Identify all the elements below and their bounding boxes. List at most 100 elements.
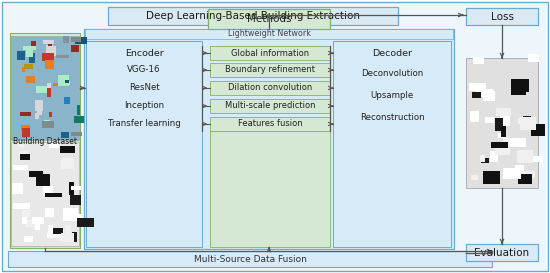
Bar — [29, 53, 35, 63]
Text: Methods: Methods — [247, 14, 292, 24]
Text: Decoder: Decoder — [372, 49, 412, 58]
Text: Building Dataset: Building Dataset — [13, 138, 77, 147]
Bar — [498, 133, 504, 138]
Bar — [503, 136, 510, 147]
Bar — [61, 158, 74, 169]
Bar — [75, 37, 87, 44]
Bar — [210, 99, 330, 113]
Bar — [72, 214, 82, 220]
Bar — [35, 221, 40, 230]
Bar — [10, 33, 80, 248]
Bar — [43, 40, 54, 44]
Bar — [13, 165, 28, 170]
Bar — [470, 111, 479, 122]
Bar — [11, 142, 79, 246]
Text: ResNet: ResNet — [129, 84, 160, 93]
Bar — [511, 79, 529, 92]
Bar — [67, 81, 70, 85]
Bar — [495, 148, 510, 155]
Bar — [491, 142, 508, 149]
Bar — [59, 237, 67, 241]
Bar — [471, 175, 478, 180]
Bar — [11, 36, 79, 140]
Bar — [496, 118, 503, 131]
Bar — [20, 112, 31, 116]
Text: Deep Learning-Based Building Extraction: Deep Learning-Based Building Extraction — [146, 11, 360, 21]
Bar — [503, 168, 521, 179]
Bar — [210, 131, 330, 247]
Bar — [485, 117, 494, 123]
Bar — [72, 232, 76, 242]
Bar — [21, 125, 30, 130]
Text: Dilation convolution: Dilation convolution — [228, 84, 312, 93]
Bar — [13, 203, 30, 209]
Bar — [466, 244, 538, 261]
Bar — [515, 165, 524, 178]
Bar — [64, 80, 69, 84]
Bar — [70, 195, 81, 205]
Bar — [23, 46, 36, 51]
Bar — [53, 83, 61, 86]
Bar — [518, 150, 534, 163]
Text: Global information: Global information — [231, 49, 309, 58]
Bar — [76, 218, 95, 227]
Bar — [53, 228, 63, 234]
Text: Multi-Source Data Fusion: Multi-Source Data Fusion — [194, 254, 306, 263]
Bar — [481, 158, 490, 163]
Text: VGG-16: VGG-16 — [127, 66, 161, 75]
Bar — [45, 60, 54, 69]
Bar — [26, 49, 34, 57]
Bar — [45, 192, 63, 197]
Bar — [21, 67, 25, 72]
Bar — [208, 9, 330, 29]
Bar — [523, 116, 531, 126]
Bar — [19, 151, 27, 161]
Bar — [65, 225, 72, 237]
Bar — [56, 55, 69, 58]
Bar — [466, 58, 538, 188]
Bar — [72, 45, 79, 52]
Bar — [22, 214, 27, 224]
Text: Loss: Loss — [491, 11, 514, 22]
Bar — [18, 143, 24, 147]
Bar — [20, 154, 30, 160]
Text: Features fusion: Features fusion — [238, 120, 302, 129]
Bar — [63, 208, 78, 221]
Text: Boundary refinement: Boundary refinement — [225, 66, 315, 75]
Bar — [501, 126, 506, 136]
Bar — [24, 236, 34, 242]
Bar — [17, 51, 25, 60]
Bar — [49, 112, 52, 117]
Bar — [76, 105, 80, 115]
Bar — [48, 225, 53, 231]
Bar — [43, 186, 53, 195]
Bar — [46, 45, 53, 51]
Bar — [63, 36, 69, 43]
Bar — [476, 89, 493, 97]
Bar — [518, 80, 527, 90]
Bar — [509, 138, 526, 147]
Bar — [60, 146, 75, 153]
Bar — [24, 64, 32, 69]
Bar — [62, 132, 69, 138]
Bar — [47, 83, 51, 88]
Bar — [42, 53, 54, 61]
Bar — [71, 132, 81, 136]
Bar — [72, 186, 80, 190]
Bar — [531, 156, 543, 162]
Bar — [85, 29, 453, 39]
Bar — [46, 46, 56, 56]
Bar — [531, 124, 544, 136]
Bar — [29, 171, 43, 177]
Bar — [64, 97, 70, 104]
Bar — [12, 183, 23, 194]
Bar — [71, 37, 81, 42]
Bar — [35, 100, 42, 111]
Bar — [210, 117, 330, 131]
Bar — [466, 8, 538, 25]
Bar — [480, 155, 485, 162]
Bar — [108, 7, 398, 25]
Bar — [48, 143, 59, 148]
Bar — [210, 81, 330, 95]
Bar — [210, 63, 330, 77]
